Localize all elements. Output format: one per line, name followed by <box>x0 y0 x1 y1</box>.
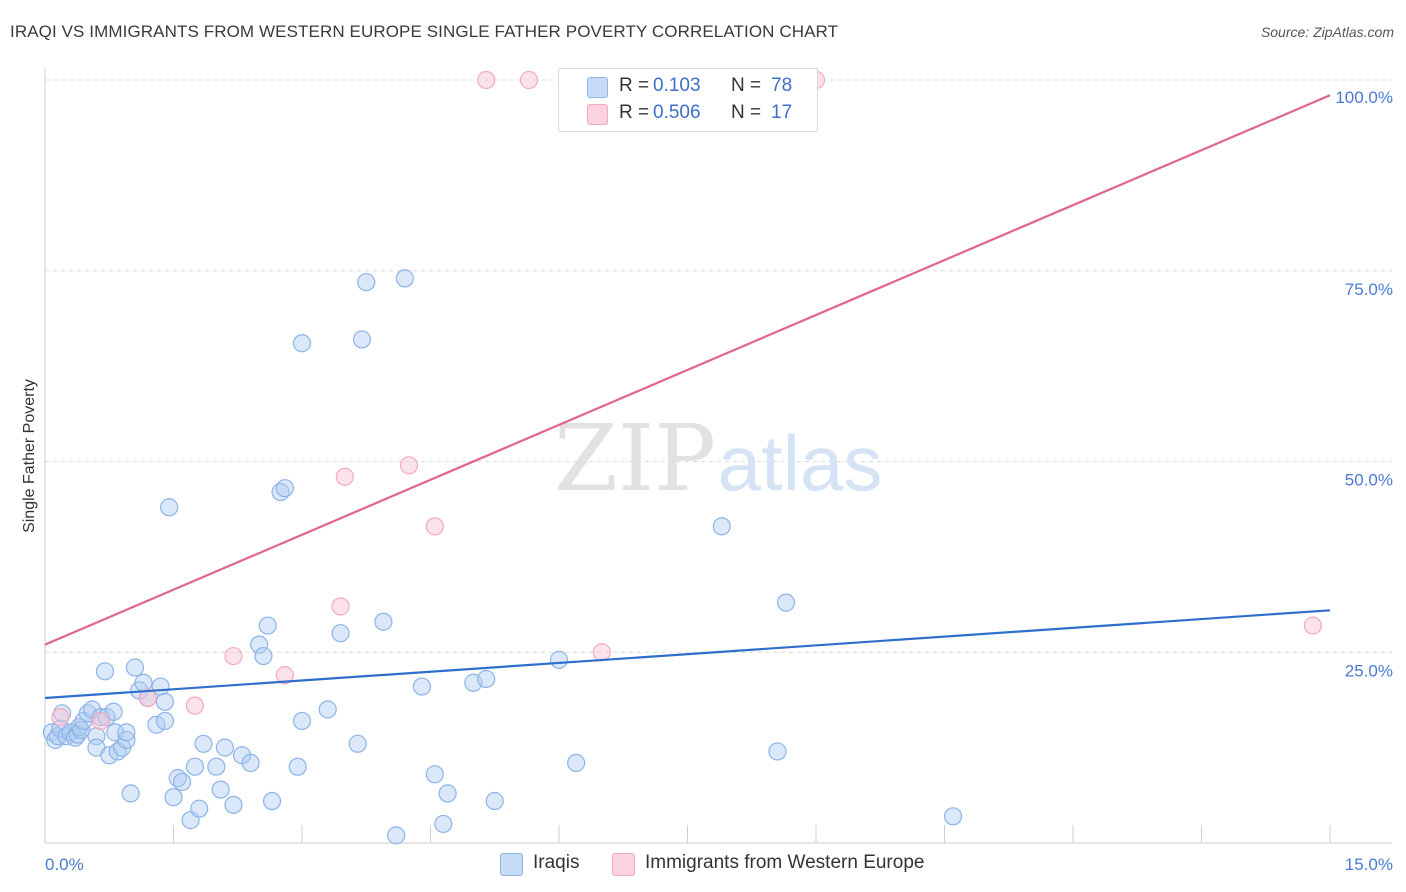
legend-n-value: 17 <box>771 102 793 123</box>
points-layer <box>42 70 1322 845</box>
western-europe-point <box>51 708 70 727</box>
iraqis-point <box>134 673 153 692</box>
iraqis-point <box>250 635 269 654</box>
y-tick-label: 25.0% <box>1345 661 1393 680</box>
iraqis-point <box>768 742 787 761</box>
legend-swatch-western-europe <box>587 104 608 125</box>
legend-swatch-iraqis <box>587 77 608 98</box>
source-credit: Source: ZipAtlas.com <box>1260 24 1394 40</box>
western-europe-point <box>477 70 496 90</box>
iraqis-point <box>194 734 213 753</box>
chart-title: IRAQI VS IMMIGRANTS FROM WESTERN EUROPE … <box>10 22 839 41</box>
iraqis-point <box>712 517 731 536</box>
trend-layer <box>44 94 1331 700</box>
iraqis-point <box>318 700 337 719</box>
western-europe-point <box>335 467 354 486</box>
iraqis-point <box>254 646 273 666</box>
iraqis-point <box>348 734 367 753</box>
iraqis-point <box>262 791 282 811</box>
western-europe-point <box>1303 616 1322 635</box>
series-legend-label: Iraqis <box>533 852 580 873</box>
legend-r-value: 0.103 <box>653 75 701 96</box>
western-europe-point <box>185 696 205 715</box>
axes-layer <box>44 68 1392 844</box>
y-axis-title: Single Father Poverty <box>21 379 38 533</box>
iraqis-point <box>211 780 230 799</box>
iraqis-point <box>331 624 350 643</box>
legend-n-label: N = <box>731 75 762 96</box>
y-tick-label: 75.0% <box>1345 280 1393 299</box>
iraqis-point <box>172 772 192 792</box>
series-swatch-western-europe <box>612 853 635 876</box>
iraqis-point <box>160 498 179 517</box>
iraqis-point <box>549 650 569 669</box>
iraqis-point <box>185 757 205 776</box>
western-europe-point <box>399 456 419 475</box>
iraqis-point <box>125 658 145 677</box>
iraqis-point <box>121 784 140 803</box>
western-europe-trend-line <box>44 94 1331 646</box>
western-europe-point <box>224 646 243 666</box>
western-europe-point <box>331 597 350 616</box>
iraqis-point <box>117 730 136 750</box>
series-legend: Iraqis Immigrants from Western Europe <box>0 852 1406 878</box>
y-tick-label: 100.0% <box>1335 88 1393 107</box>
watermark-zip: ZIP <box>554 405 716 512</box>
iraqis-point <box>395 269 414 288</box>
legend-r-label: R = <box>619 102 650 123</box>
legend-n-label: N = <box>731 102 762 123</box>
iraqis-point <box>241 753 260 772</box>
iraqis-point <box>567 753 586 772</box>
legend-n-value: 78 <box>771 75 793 96</box>
western-europe-point <box>425 517 444 536</box>
labels-layer: 25.0% 50.0% 75.0% 100.0% 0.0% 15.0% Single Fat… <box>21 88 1393 874</box>
iraqis-point <box>224 795 243 814</box>
iraqis-point <box>434 814 453 834</box>
western-europe-point <box>519 70 539 90</box>
iraqis-point <box>357 273 376 292</box>
iraqis-point <box>147 715 166 734</box>
stats-legend: R = 0.103 N = 78 R = 0.506 N = 17 <box>558 68 818 132</box>
iraqis-point <box>288 757 307 776</box>
iraqis-point <box>438 784 457 803</box>
legend-r-value: 0.506 <box>653 102 701 123</box>
iraqis-point <box>485 791 504 811</box>
iraqis-point <box>412 677 432 696</box>
legend-r-label: R = <box>619 75 650 96</box>
iraqis-point <box>258 616 277 635</box>
iraqis-point <box>387 826 406 845</box>
iraqis-point <box>164 788 183 807</box>
iraqis-point <box>190 799 209 818</box>
series-swatch-iraqis <box>500 853 523 876</box>
iraqis-point <box>352 330 372 349</box>
iraqis-point <box>776 593 796 612</box>
western-europe-point <box>592 643 611 662</box>
x-tick-label-max: 15.0% <box>1345 855 1393 874</box>
watermark: ZIP atlas <box>554 405 882 512</box>
iraqis-point <box>117 723 136 742</box>
western-europe-point <box>275 666 294 685</box>
series-legend-label: Immigrants from Western Europe <box>645 852 925 873</box>
iraqis-point <box>943 807 963 826</box>
iraqis-point <box>104 702 123 721</box>
iraqis-point <box>425 765 444 784</box>
iraqis-point <box>207 757 226 776</box>
iraqis-point <box>292 711 312 731</box>
iraqis-point <box>477 669 496 689</box>
y-tick-label: 50.0% <box>1345 471 1393 490</box>
iraqis-point <box>275 479 294 498</box>
western-europe-point <box>138 688 157 708</box>
iraqis-point <box>292 334 312 353</box>
iraqis-point <box>95 662 115 681</box>
watermark-atlas: atlas <box>718 419 883 507</box>
iraqis-point <box>374 612 393 631</box>
western-europe-point <box>91 711 110 731</box>
x-tick-label-min: 0.0% <box>45 855 84 874</box>
grid-layer <box>45 79 1392 653</box>
iraqis-point <box>215 738 234 757</box>
iraqis-trend-line <box>44 609 1331 700</box>
iraqis-point <box>155 692 175 711</box>
iraqis-point <box>155 711 175 731</box>
